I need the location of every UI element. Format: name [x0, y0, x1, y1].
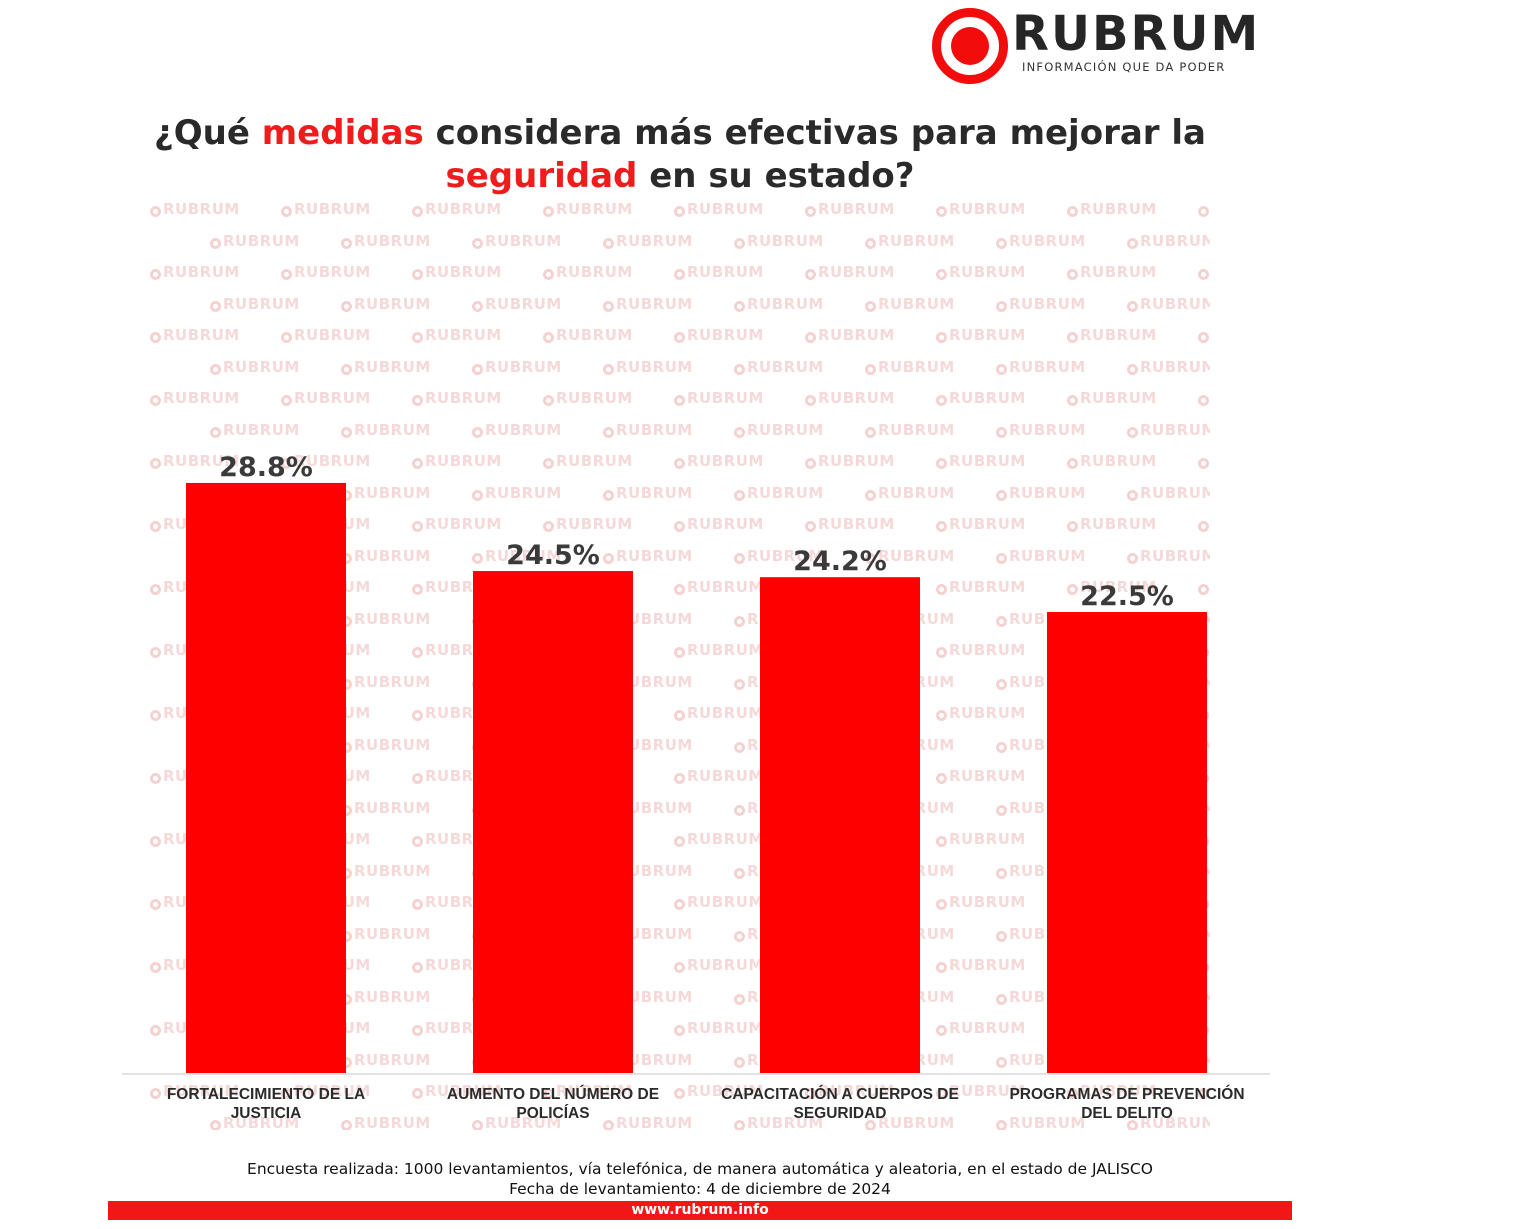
bar-2	[473, 571, 633, 1073]
category-label-1-line-1: FORTALECIMIENTO DE LA	[167, 1086, 365, 1103]
title-part-1: ¿Qué	[154, 113, 262, 153]
logo-wordmark: RUBRUM	[1012, 6, 1261, 62]
category-label-2-line-1: AUMENTO DEL NÚMERO DE	[447, 1085, 659, 1103]
chart-title: ¿Qué medidas considera más efectivas par…	[140, 112, 1220, 198]
bar-3	[760, 577, 920, 1073]
title-part-2: considera más efectivas para mejorar la	[423, 113, 1206, 153]
title-highlight-medidas: medidas	[261, 113, 424, 153]
bar-1	[186, 482, 346, 1073]
title-part-3: en su estado?	[637, 156, 915, 196]
logo-ring-icon	[932, 8, 1008, 84]
logo-dot-icon	[951, 27, 989, 65]
category-label-3-line-1: CAPACITACIÓN A CUERPOS DE	[721, 1085, 959, 1103]
rubrum-logo: RUBRUM INFORMACIÓN QUE DA PODER	[930, 6, 1270, 86]
category-label-4-line-1: PROGRAMAS DE PREVENCIÓN	[1009, 1085, 1244, 1103]
footer-url[interactable]: www.rubrum.info	[631, 1202, 769, 1218]
bar-4	[1047, 612, 1207, 1073]
survey-date: Fecha de levantamiento: 4 de diciembre d…	[509, 1180, 891, 1198]
category-label-3-line-2: SEGURIDAD	[793, 1105, 886, 1122]
data-label-1: 28.8%	[219, 452, 313, 483]
logo-tagline: INFORMACIÓN QUE DA PODER	[1022, 60, 1226, 74]
data-label-3: 24.2%	[793, 546, 887, 577]
title-highlight-seguridad: seguridad	[445, 156, 638, 196]
category-label-2-line-2: POLICÍAS	[516, 1105, 589, 1122]
category-label-4-line-2: DEL DELITO	[1081, 1105, 1173, 1122]
data-label-2: 24.5%	[506, 540, 600, 571]
survey-note: Encuesta realizada: 1000 levantamientos,…	[247, 1160, 1153, 1178]
category-label-1-line-2: JUSTICIA	[231, 1105, 302, 1122]
data-label-4: 22.5%	[1080, 581, 1174, 612]
footer-url-bar[interactable]: www.rubrum.info	[108, 1201, 1292, 1220]
